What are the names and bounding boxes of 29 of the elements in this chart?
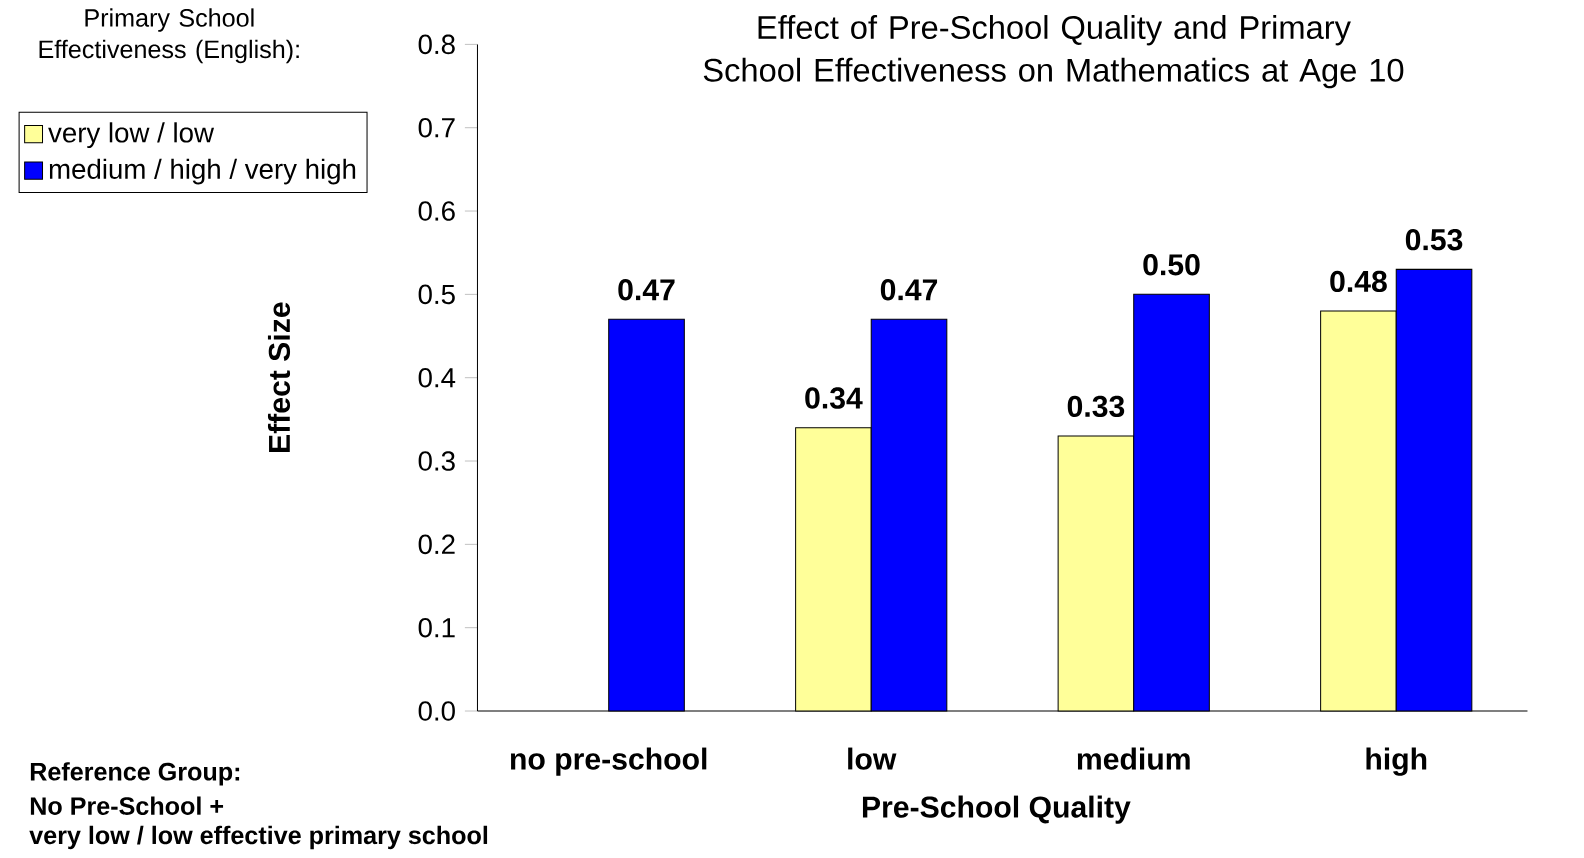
x-tick-label: no pre-school	[510, 747, 707, 776]
y-tick-label: 0.5	[418, 284, 455, 304]
text: very low / low effective primary school	[29, 825, 488, 849]
y-tick-label: 0.1	[418, 617, 455, 638]
y-tick-label: 0.6	[418, 201, 455, 221]
chart-title: Effect of Pre-School Quality and Primary School Effectiveness on Mathematics at Age 10	[703, 14, 1404, 89]
data-label: 0.48	[1330, 270, 1387, 292]
x-tick-label: high	[1366, 747, 1427, 776]
y-tick-label: 0.0	[418, 701, 455, 721]
data-label: 0.47	[880, 278, 938, 301]
data-label: 0.47	[618, 278, 675, 301]
data-label: 0.34	[805, 387, 863, 409]
text: No Pre-School +	[30, 796, 224, 815]
x-tick-label: medium	[1077, 747, 1190, 770]
text: Reference Group:	[30, 762, 240, 786]
y-tick-label: 0.2	[418, 534, 455, 554]
y-tick-label: 0.3	[418, 451, 455, 471]
legend-label: very low / low	[48, 122, 215, 148]
x-tick-label: low	[848, 747, 897, 770]
x-axis-title: Pre-School Quality	[862, 795, 1131, 824]
legend-label: medium / high / very high	[49, 158, 356, 185]
legend-title: Primary School Effectiveness (English):	[39, 8, 299, 64]
y-axis-title: Effect Size	[267, 302, 291, 452]
y-tick-label: 0.8	[418, 34, 455, 55]
y-tick-label: 0.7	[418, 117, 455, 138]
data-label: 0.50	[1143, 253, 1200, 276]
data-label: 0.53	[1405, 228, 1463, 251]
y-tick-label: 0.4	[418, 367, 456, 388]
data-label: 0.33	[1067, 395, 1125, 417]
